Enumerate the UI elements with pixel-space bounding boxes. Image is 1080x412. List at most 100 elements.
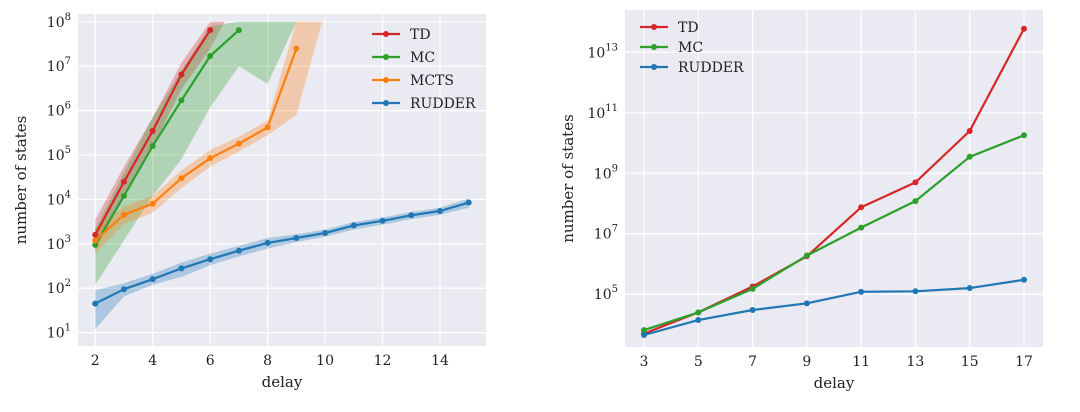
- line-mc: [94, 29, 240, 246]
- y-tick-label: 101: [47, 323, 71, 342]
- y-tick-label: 105: [594, 284, 618, 303]
- x-axis-label: delay: [262, 373, 303, 391]
- point-rudder: [749, 307, 756, 314]
- x-tick-label: 5: [694, 354, 703, 370]
- point-mc: [207, 52, 214, 59]
- line-mc: [643, 134, 1025, 332]
- point-td: [178, 71, 185, 78]
- point-td: [912, 179, 919, 186]
- legend-marker-mc: [651, 44, 657, 50]
- point-mcts: [293, 45, 300, 52]
- point-rudder: [379, 217, 386, 224]
- x-axis-label: delay: [814, 374, 855, 392]
- chart-1: 2 4 6 8 10 12 14 101 102 103 104 105 106 107 108 delay n…: [12, 12, 486, 391]
- plot-area: [641, 25, 1027, 338]
- legend-label-mcts: MCTS: [410, 73, 454, 89]
- point-mc: [695, 309, 702, 316]
- y-tick-label: 108: [47, 12, 71, 31]
- point-rudder: [178, 265, 185, 272]
- point-mc: [235, 27, 242, 34]
- point-mc: [803, 252, 810, 259]
- x-tick-label: 4: [148, 353, 157, 369]
- point-mcts: [120, 211, 127, 218]
- point-rudder: [858, 288, 865, 295]
- plot-background: [78, 14, 486, 346]
- point-mc: [858, 224, 865, 231]
- band-mc: [95, 21, 297, 285]
- line-rudder: [94, 201, 470, 305]
- legend-marker-mcts: [383, 77, 389, 83]
- x-tick-label: 10: [316, 353, 334, 369]
- point-rudder: [350, 222, 357, 229]
- point-td: [966, 127, 973, 134]
- point-mcts: [149, 200, 156, 207]
- y-tick-label: 107: [47, 56, 71, 75]
- x-tick-label: 8: [263, 353, 272, 369]
- band-mcts: [95, 21, 323, 254]
- x-tick-label: 3: [640, 354, 649, 370]
- legend-marker-rudder: [383, 100, 389, 106]
- point-mc: [641, 327, 647, 334]
- point-mcts: [178, 175, 185, 182]
- x-tick-label: 6: [206, 353, 215, 369]
- point-rudder: [437, 207, 444, 214]
- point-td: [92, 231, 99, 238]
- plot-area: [92, 21, 472, 330]
- y-tick-label: 1013: [587, 42, 618, 61]
- point-mc: [149, 142, 156, 149]
- legend-marker-rudder: [651, 64, 657, 70]
- x-tick-label: 13: [907, 354, 925, 370]
- point-mc: [912, 198, 919, 205]
- point-mc: [749, 285, 756, 292]
- point-td: [207, 27, 214, 34]
- point-mcts: [92, 237, 99, 244]
- x-tick-label: 2: [91, 353, 100, 369]
- y-tick-label: 107: [594, 224, 618, 243]
- y-tick-label: 106: [47, 101, 71, 120]
- x-tick-label: 9: [802, 354, 811, 370]
- legend-label-mc: MC: [410, 50, 435, 66]
- x-tick-label: 17: [1015, 354, 1033, 370]
- point-rudder: [207, 256, 214, 263]
- x-tick-label: 7: [748, 354, 757, 370]
- point-rudder: [695, 317, 702, 324]
- point-td: [120, 178, 127, 185]
- plot-background: [625, 10, 1043, 347]
- legend-label-mc: MC: [678, 40, 703, 56]
- x-tick-label: 12: [374, 353, 392, 369]
- point-rudder: [465, 199, 472, 206]
- point-td: [1021, 25, 1027, 32]
- legend-label-rudder: RUDDER: [678, 60, 744, 76]
- point-mc: [120, 192, 127, 199]
- point-td: [149, 127, 156, 134]
- y-axis-label: number of states: [12, 116, 30, 245]
- y-tick-label: 102: [47, 278, 71, 297]
- legend-marker-td: [383, 31, 389, 37]
- point-rudder: [803, 300, 810, 307]
- legend-label-td: TD: [678, 20, 699, 36]
- point-rudder: [92, 300, 99, 307]
- point-rudder: [149, 276, 156, 283]
- point-rudder: [641, 331, 647, 338]
- x-tick-label: 15: [961, 354, 979, 370]
- y-tick-label: 104: [47, 189, 71, 208]
- y-tick-label: 1011: [587, 103, 618, 122]
- chart-2: 3 5 7 9 11 13 15 17 105 107 109 1011 1013 delay number…: [559, 10, 1043, 392]
- point-rudder: [912, 288, 919, 295]
- point-mc: [1021, 132, 1027, 139]
- point-mcts: [207, 155, 214, 162]
- y-tick-label: 103: [47, 234, 71, 253]
- point-rudder: [235, 247, 242, 254]
- x-tick-label: 14: [431, 353, 449, 369]
- point-rudder: [408, 212, 415, 219]
- point-rudder: [322, 230, 329, 237]
- legend-label-rudder: RUDDER: [410, 96, 476, 112]
- y-tick-label: 109: [594, 163, 618, 182]
- line-rudder: [643, 278, 1025, 337]
- band-td: [95, 21, 268, 251]
- y-axis-label: number of states: [559, 114, 577, 243]
- legend-label-td: TD: [410, 27, 431, 43]
- point-rudder: [293, 235, 300, 242]
